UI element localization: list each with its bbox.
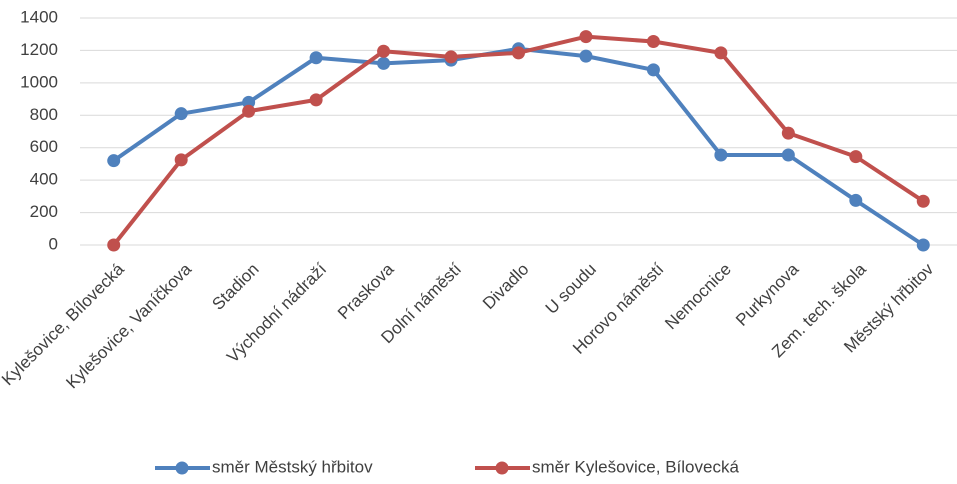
x-tick-label: Divadlo [479, 260, 533, 314]
y-tick-label: 400 [30, 170, 58, 189]
point [107, 154, 121, 168]
point [646, 63, 660, 77]
point [916, 194, 930, 208]
y-tick-label: 200 [30, 202, 58, 221]
point [579, 30, 593, 44]
legend-marker [495, 461, 509, 475]
y-tick-label: 600 [30, 137, 58, 156]
x-tick-label: Stadion [208, 260, 262, 314]
point [512, 46, 525, 60]
x-tick-label: Nemocnice [661, 260, 735, 334]
x-tick-label: Kylešovice, Bílovecká [0, 259, 128, 389]
x-tick-label: Praskova [334, 259, 398, 323]
point [781, 126, 795, 140]
point [579, 49, 593, 63]
point [714, 46, 728, 60]
y-tick-label: 1000 [20, 72, 58, 91]
point [916, 238, 930, 252]
point [242, 104, 256, 118]
point [107, 238, 121, 252]
x-tick-label: Purkynova [732, 259, 803, 330]
point [444, 50, 458, 64]
point [309, 51, 323, 65]
point [377, 56, 391, 70]
y-tick-label: 1200 [20, 40, 58, 59]
point [781, 148, 795, 162]
point [849, 150, 863, 164]
y-tick-label: 0 [49, 234, 58, 253]
point [646, 35, 660, 49]
point [849, 193, 863, 207]
y-tick-label: 800 [30, 105, 58, 124]
series-line [112, 34, 925, 247]
point [174, 153, 188, 167]
series-line [112, 46, 925, 247]
legend-label: směr Městský hřbitov [212, 457, 373, 476]
point [714, 148, 728, 162]
legend-marker [175, 461, 189, 475]
point [242, 95, 256, 109]
legend-label: směr Kylešovice, Bílovecká [532, 457, 739, 476]
point [377, 44, 391, 58]
x-tick-label: Kylešovice, Vaníčkova [62, 259, 195, 392]
point [174, 107, 188, 121]
y-tick-label: 1400 [20, 7, 58, 26]
point [309, 93, 323, 107]
x-tick-label: U soudu [542, 260, 600, 318]
